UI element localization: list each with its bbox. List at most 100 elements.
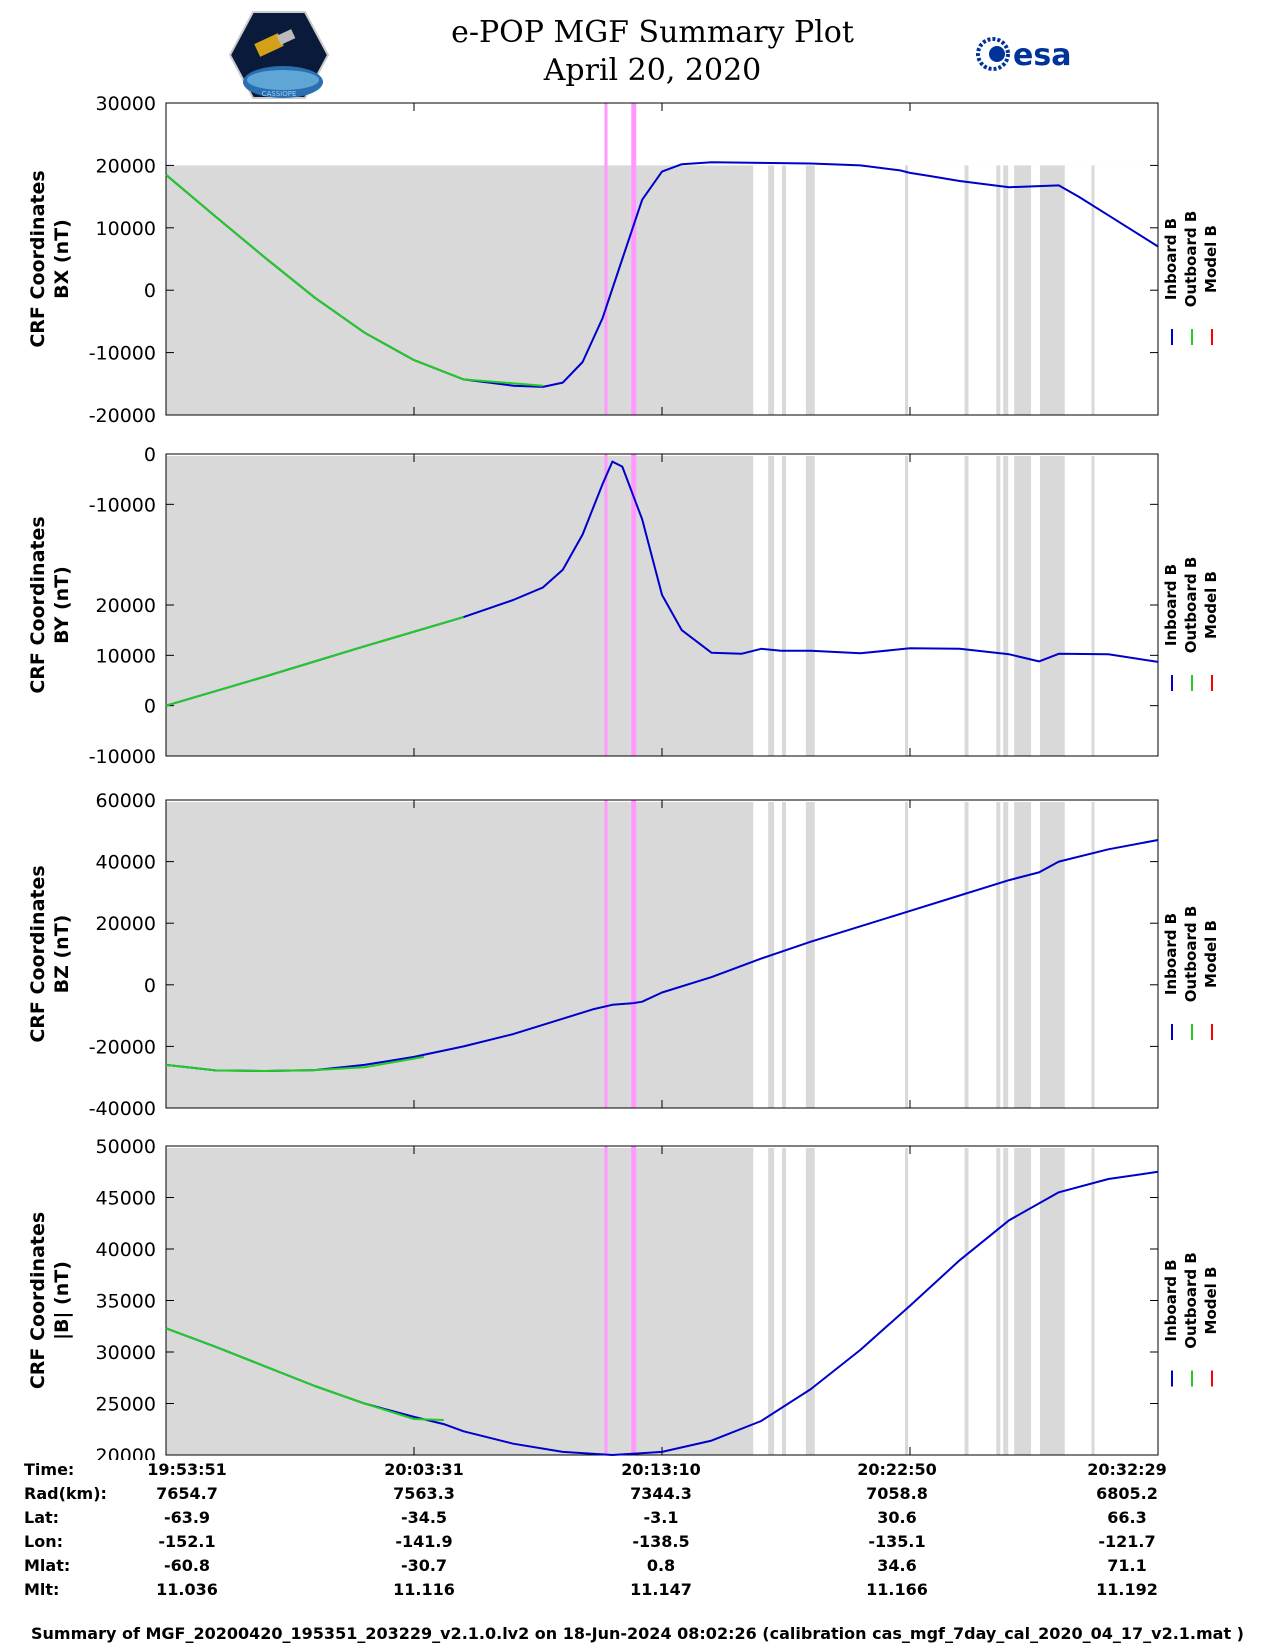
ephemeris-cell: -135.1: [868, 1532, 926, 1551]
shade-gap: [1031, 165, 1040, 415]
y-axis-label-line2: BX (nT): [51, 219, 73, 299]
shade-gap: [1031, 802, 1040, 1108]
y-tick-label: -10000: [89, 343, 156, 365]
ephemeris-cell: 0.8: [646, 1556, 676, 1575]
y-tick-label: 35000: [96, 1291, 156, 1313]
shade-gap: [1000, 456, 1004, 756]
plot-title: e-POP MGF Summary Plot April 20, 2020: [0, 14, 1275, 90]
shade-gap: [1094, 802, 1158, 1108]
ephemeris-cell: 71.1: [1107, 1556, 1147, 1575]
shade-gap: [908, 802, 965, 1108]
legend-label: Inboard B: [1162, 913, 1180, 995]
y-tick-label: 10000: [96, 645, 156, 667]
y-tick-label: 50000: [96, 1136, 156, 1158]
series-line-outboard: [165, 616, 464, 707]
ephemeris-cell: 20:13:10: [621, 1460, 701, 1479]
ephemeris-cell: 19:53:51: [147, 1460, 227, 1479]
y-axis-label-line1: CRF Coordinates: [27, 1212, 49, 1389]
shade-gap: [1000, 1148, 1004, 1455]
ephemeris-cell: -30.7: [400, 1556, 448, 1575]
shade-gap: [1064, 456, 1092, 756]
title-line-1: e-POP MGF Summary Plot: [451, 15, 854, 50]
y-tick-label: 40000: [96, 1239, 156, 1261]
ephemeris-cell: -121.7: [1098, 1532, 1156, 1551]
panel-3: 60000 40000 20000 0 -20000 -40000 CRF Coordina…: [27, 790, 1220, 1120]
ephemeris-row-label: Lon:: [24, 1532, 63, 1551]
y-tick-label: 60000: [96, 790, 156, 812]
shade-gap: [1094, 165, 1158, 415]
shade-gap: [753, 802, 769, 1108]
y-tick-label: 30000: [96, 93, 156, 115]
ephemeris-table: Time: Rad(km): Lat: Lon: Mlat: Mlt: 19:53:51 76…: [0, 1460, 1275, 1620]
ephemeris-cell: 7563.3: [393, 1484, 455, 1503]
panel-1: 30000 20000 10000 0 -10000 -20000 CRF Coordina…: [27, 93, 1220, 427]
shade-gap: [1031, 456, 1040, 756]
legend-label: Outboard B: [1182, 1252, 1200, 1349]
ephemeris-cell: -138.5: [632, 1532, 690, 1551]
shade-gap: [774, 802, 783, 1108]
y-axis-label-line1: CRF Coordinates: [27, 865, 49, 1042]
y-tick-label: -20000: [89, 405, 156, 427]
shade-gap: [1064, 165, 1092, 415]
legend-label: Outboard B: [1182, 906, 1200, 1003]
summary-plots: 30000 20000 10000 0 -10000 -20000 CRF Coordina…: [27, 93, 1220, 1460]
shade-gap: [1008, 165, 1015, 415]
shade-gap: [908, 165, 965, 415]
y-tick-label: 40000: [96, 852, 156, 874]
ephemeris-cell: 7344.3: [630, 1484, 692, 1503]
shade-gap: [774, 165, 783, 415]
shade-gap: [1031, 1148, 1040, 1455]
shade-gap: [968, 165, 997, 415]
pink-band: [631, 1146, 637, 1455]
y-tick-label: 0: [144, 696, 156, 718]
ephemeris-cell: -60.8: [163, 1556, 211, 1575]
y-tick-label: 0: [144, 444, 156, 466]
y-tick-label: 10000: [96, 218, 156, 240]
series-line-outboard: [165, 1327, 444, 1421]
shade-gap: [786, 1148, 806, 1455]
ephemeris-cell: 20:32:29: [1087, 1460, 1167, 1479]
ephemeris-row-label: Mlt:: [24, 1580, 60, 1599]
esa-logo-icon: esa: [976, 37, 1071, 73]
shade-gap: [786, 802, 806, 1108]
y-tick-label: 0: [144, 975, 156, 997]
ephemeris-cell: 20:03:31: [384, 1460, 464, 1479]
shade-gap: [814, 1148, 906, 1455]
footer-caption: Summary of MGF_20200420_195351_203229_v2…: [31, 1624, 1244, 1643]
y-tick-label: 20000: [96, 595, 156, 617]
series-line-inboard: [165, 460, 1159, 707]
y-axis-label-line1: CRF Coordinates: [27, 170, 49, 347]
shade-gap: [1064, 802, 1092, 1108]
ephemeris-cell: -152.1: [158, 1532, 216, 1551]
shade-gap: [774, 456, 783, 756]
ephemeris-cell: -34.5: [400, 1508, 448, 1527]
ephemeris-cell: 20:22:50: [857, 1460, 937, 1479]
legend-label: Inboard B: [1162, 564, 1180, 646]
shade-gap: [1008, 1148, 1015, 1455]
shade-gap: [968, 802, 997, 1108]
ephemeris-cell: 11.166: [866, 1580, 928, 1599]
y-tick-label: 25000: [96, 1394, 156, 1416]
panel-4: 50000 45000 40000 35000 30000 25000 20000 CRF C…: [27, 1136, 1220, 1460]
y-axis-label-line2: BZ (nT): [51, 915, 73, 994]
y-axis-label-line2: BY (nT): [51, 566, 73, 644]
shade-gap: [753, 165, 769, 415]
y-tick-label: -10000: [89, 494, 156, 516]
shade-gap: [814, 456, 906, 756]
series-line-outboard: [165, 174, 544, 387]
ephemeris-cell: 11.147: [630, 1580, 692, 1599]
shade-gap: [968, 456, 997, 756]
legend-label: Model B: [1202, 920, 1220, 988]
ephemeris-cell: 11.192: [1096, 1580, 1158, 1599]
pink-band: [604, 454, 608, 756]
y-axis-label-line2: |B| (nT): [51, 1261, 73, 1340]
ephemeris-cell: 7654.7: [156, 1484, 218, 1503]
y-tick-label: 30000: [96, 1342, 156, 1364]
y-tick-label: 20000: [96, 1445, 156, 1460]
legend-label: Outboard B: [1182, 557, 1200, 654]
ephemeris-cell: 30.6: [877, 1508, 917, 1527]
shade-gap: [968, 1148, 997, 1455]
shade-gap: [753, 456, 769, 756]
ephemeris-cell: 34.6: [877, 1556, 917, 1575]
y-tick-label: -40000: [89, 1098, 156, 1120]
